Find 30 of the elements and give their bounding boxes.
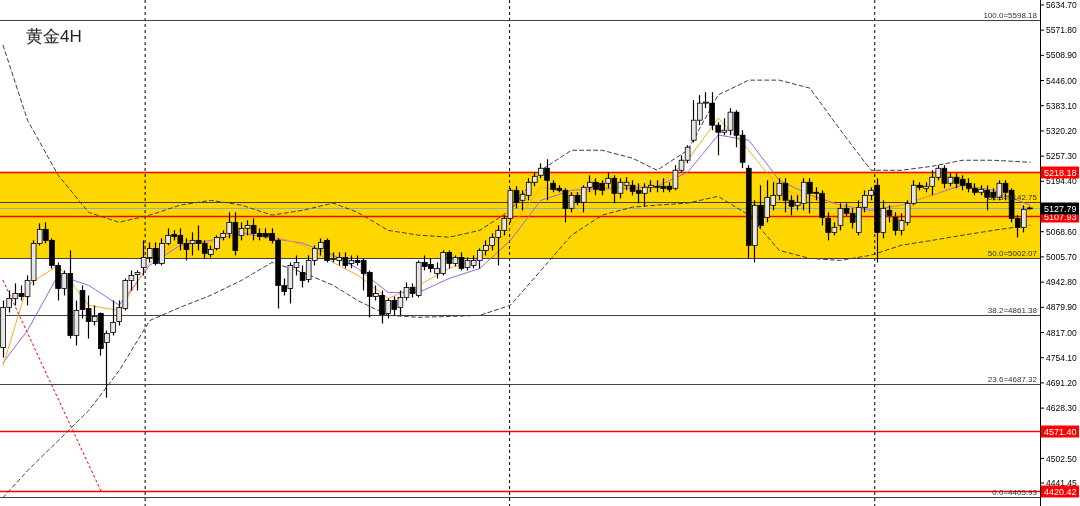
ref-line-label: 4420.42 [1044,487,1077,497]
ref-line-label: 5107.93 [1044,212,1077,222]
y-tick-label: 5194.40 [1046,176,1077,187]
y-tick-label: 4879.90 [1046,302,1077,313]
ref-line-label: 4571.40 [1044,427,1077,437]
candlestick [134,269,141,292]
y-tick-label: 5068.60 [1046,226,1077,237]
y-tick-label: 5257.30 [1046,151,1077,162]
candlestick [110,299,116,337]
ref-line-label: 100.0=5598.18 [983,10,1038,20]
y-tick-label: 5005.70 [1046,251,1077,262]
ref-line-label: 38.2=4861.38 [987,305,1038,315]
y-tick-label: 4942.80 [1046,277,1077,288]
y-tick-label: 4441.45 [1046,477,1077,488]
y-tick-label: 4817.00 [1046,327,1077,338]
ref-line-label: 5218.18 [1044,168,1077,178]
y-tick-label: 5508.90 [1046,50,1077,61]
y-tick-label: 4754.10 [1046,352,1077,363]
y-tick-label: 5383.10 [1046,100,1077,111]
y-tick-label: 5446.00 [1046,75,1077,86]
y-tick-label: 5571.80 [1046,25,1077,36]
ref-line-label: 23.6=4687.32 [987,374,1038,384]
y-tick-label: 4691.20 [1046,377,1077,388]
text: 黄金4H [26,27,82,46]
y-tick-label: 4502.50 [1046,453,1077,464]
ref-line-label: 5127.79 [1044,204,1077,214]
y-tick-label: 5634.70 [1046,0,1077,10]
ref-line-label: 50.0=5002.07 [987,248,1038,258]
y-tick-label: 4628.30 [1046,403,1077,414]
y-tick-label: 5320.20 [1046,125,1077,136]
